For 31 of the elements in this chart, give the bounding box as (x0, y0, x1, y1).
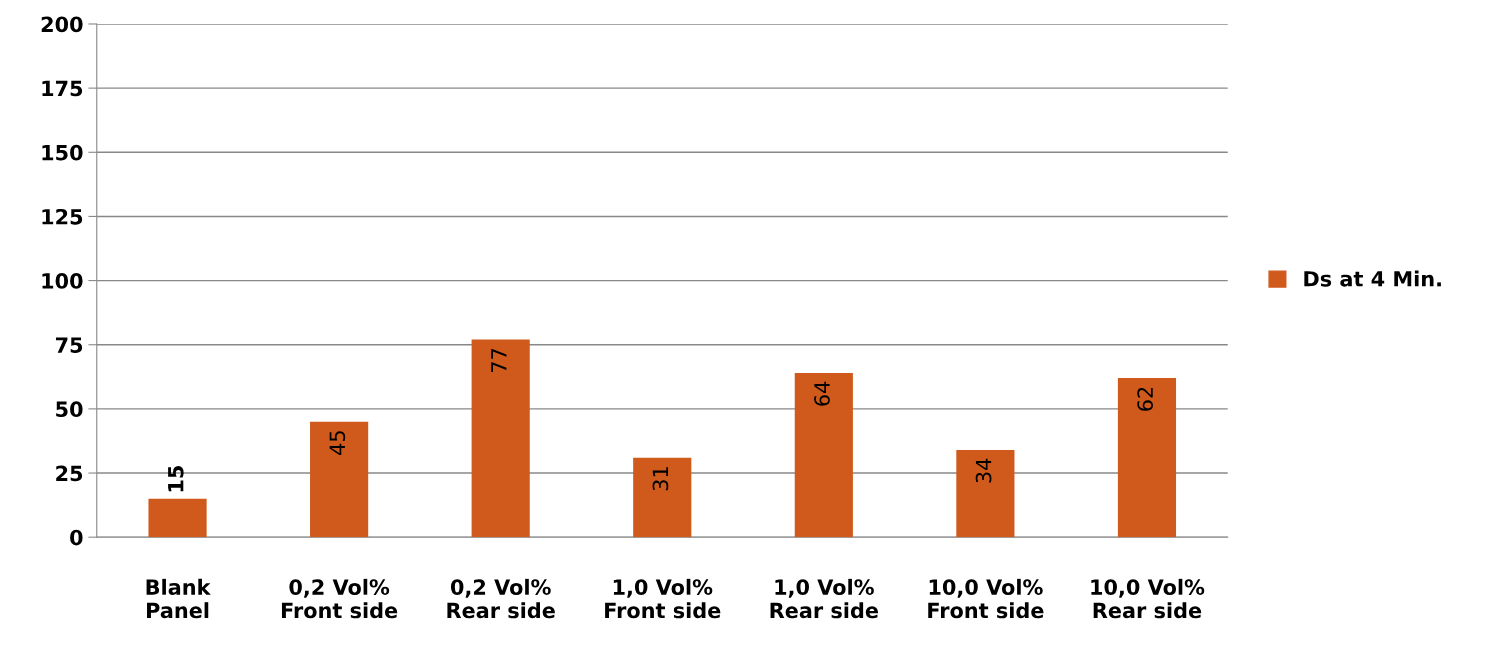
bar (633, 457, 692, 538)
x-tick-label: 1,0 Vol% Rear side (770, 578, 878, 619)
x-tick-label: 10,0 Vol% Rear side (1091, 578, 1205, 619)
bar (148, 498, 207, 538)
bar (310, 421, 369, 538)
data-label: 64 (814, 381, 830, 406)
y-tick-label: 150 (42, 144, 83, 161)
legend-label: Ds at 4 Min. (1304, 270, 1441, 287)
y-tick-label: 175 (42, 80, 83, 97)
y-tick-label: 50 (56, 401, 83, 418)
bar (471, 339, 530, 538)
x-tick-label: 1,0 Vol% Front side (605, 578, 721, 619)
y-tick-label: 0 (70, 529, 83, 546)
x-tick-label: 0,2 Vol% Rear side (447, 578, 555, 619)
bar (956, 449, 1015, 538)
bar (1117, 378, 1177, 538)
y-tick-label: 100 (42, 273, 83, 289)
data-label: 45 (329, 431, 346, 455)
y-tick-label: 125 (42, 208, 83, 225)
data-label: 62 (1137, 387, 1153, 411)
y-tick-label: 75 (55, 337, 83, 353)
x-tick-label: 0,2 Vol% Front side (281, 578, 398, 619)
data-label: 15 (168, 466, 184, 492)
data-label: 31 (652, 467, 669, 491)
data-label: 77 (491, 349, 507, 373)
y-tick-label: 200 (41, 16, 83, 33)
bar (794, 372, 853, 538)
x-tick-label: 10,0 Vol% Front side (928, 578, 1044, 619)
y-tick-label: 25 (56, 465, 83, 482)
data-label: 34 (975, 458, 992, 483)
x-tick-label: Blank Panel (146, 578, 211, 619)
